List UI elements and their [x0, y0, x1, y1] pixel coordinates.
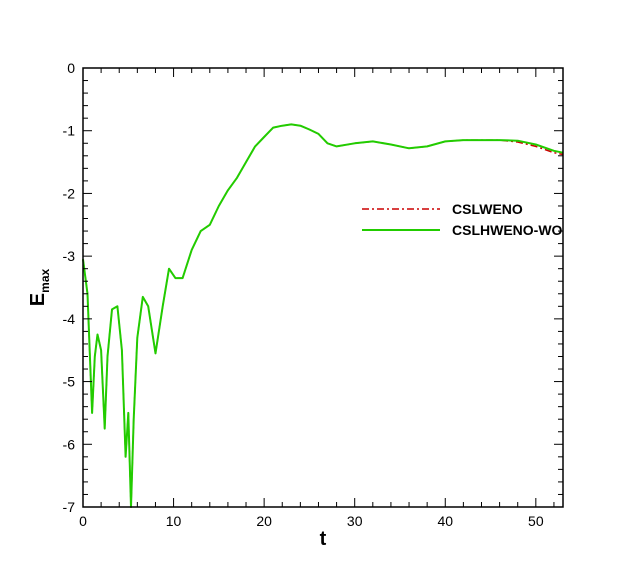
legend-label-1: CSLWENO	[452, 201, 523, 217]
y-tick-label: -6	[63, 436, 76, 452]
x-tick-label: 30	[347, 513, 363, 529]
y-axis-title-subscript: max	[38, 269, 52, 293]
y-axis-title: Emax	[27, 269, 52, 307]
legend-label-2: CSLHWENO-WO	[452, 222, 563, 238]
x-axis-title: t	[320, 528, 327, 550]
x-tick-label: 0	[79, 513, 87, 529]
plot-frame	[82, 67, 564, 508]
y-tick-label: -7	[63, 499, 76, 515]
x-tick-label: 20	[256, 513, 272, 529]
x-tick-label: 10	[166, 513, 182, 529]
y-tick-label: -4	[63, 311, 76, 327]
y-axis-title-main: E	[27, 293, 49, 306]
y-tick-label: -1	[63, 123, 76, 139]
y-tick-label: -2	[63, 185, 76, 201]
series-line-2	[82, 123, 564, 508]
y-tick-label: 0	[67, 60, 75, 76]
x-tick-label: 50	[528, 513, 544, 529]
y-tick-label: -3	[63, 248, 76, 264]
legend: CSLWENO CSLHWENO-WO	[362, 201, 563, 238]
x-tick-label: 40	[437, 513, 453, 529]
y-axis-ticks: 0 -1 -2 -3 -4 -5 -6 -7	[63, 60, 563, 515]
y-tick-label: -5	[63, 374, 76, 390]
plot-area	[82, 123, 564, 508]
x-axis-ticks: 0 10 20 30 40 50	[79, 68, 555, 529]
